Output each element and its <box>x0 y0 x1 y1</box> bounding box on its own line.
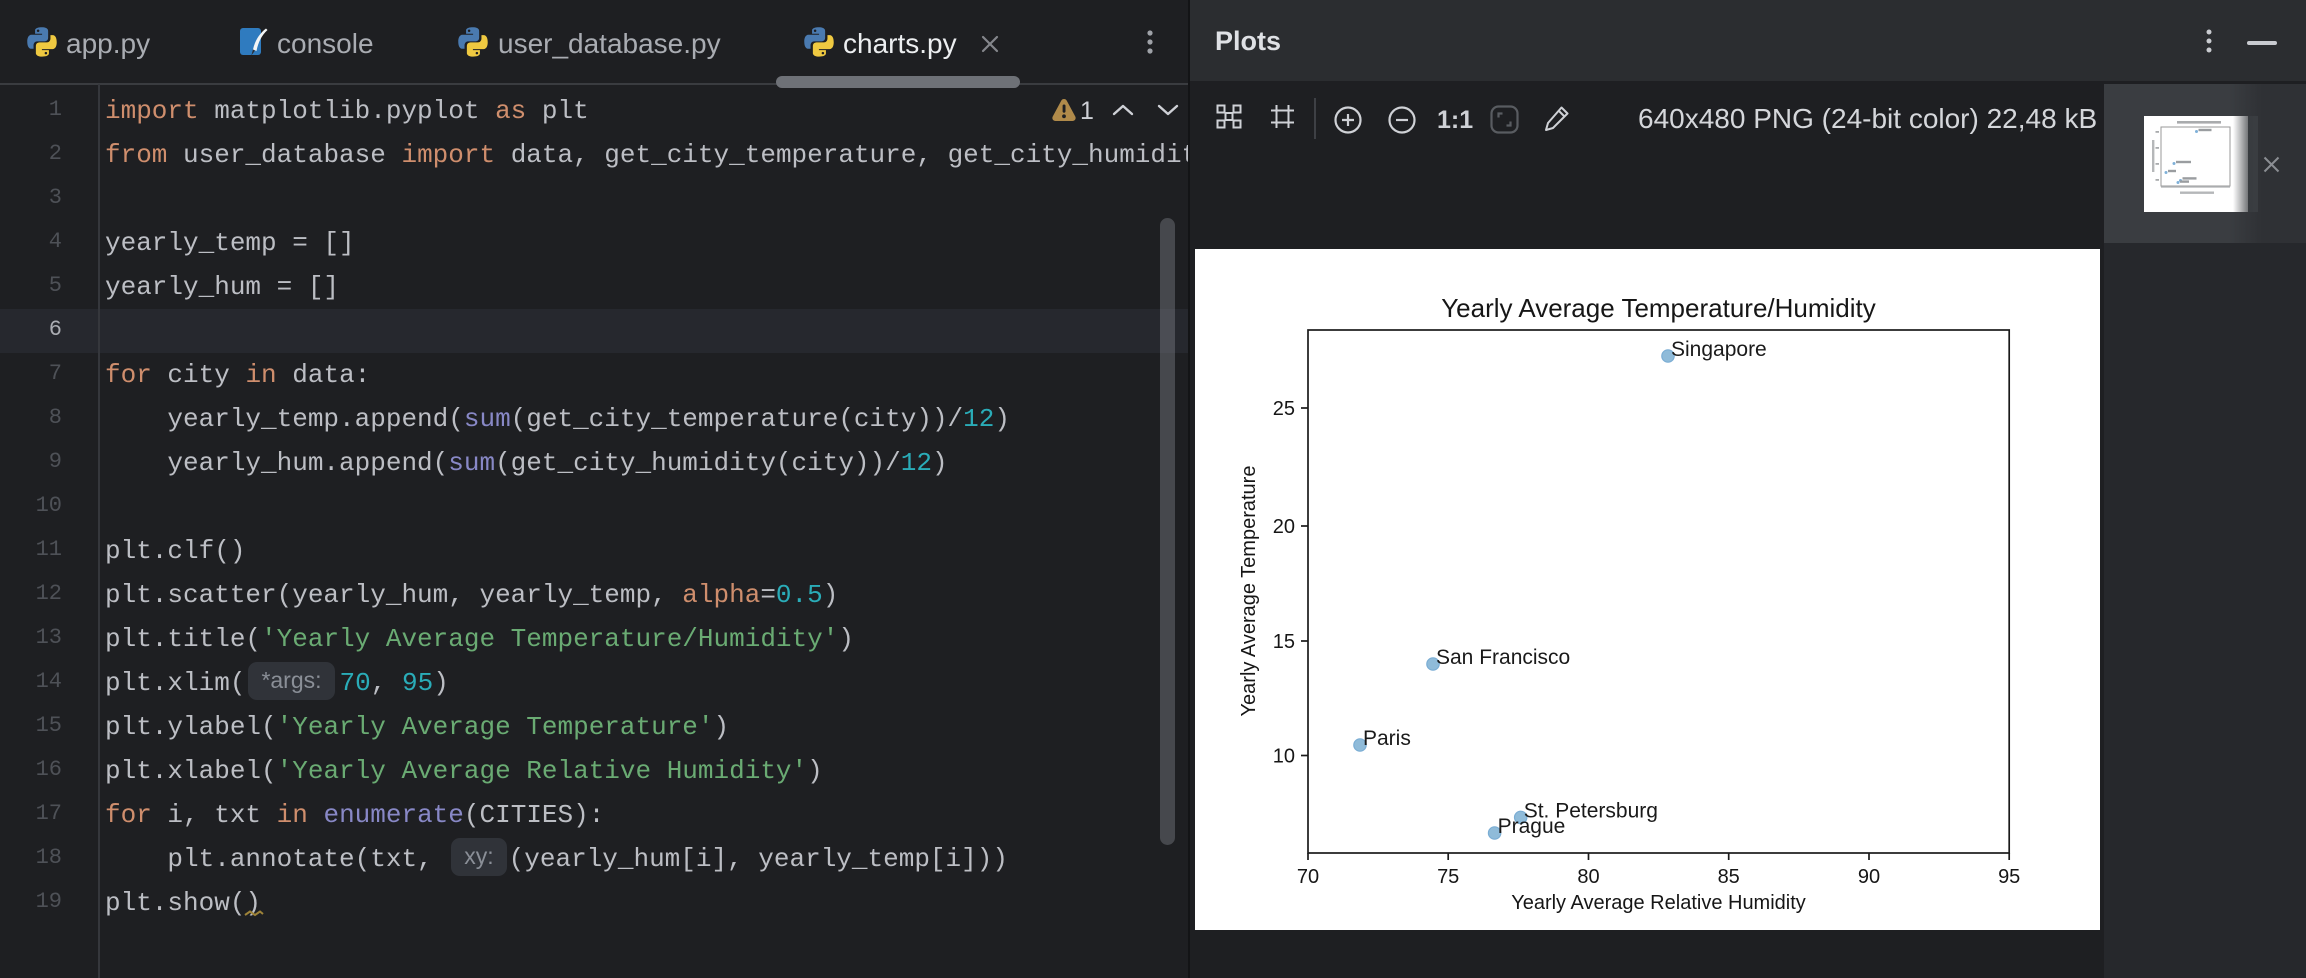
svg-text:25: 25 <box>1273 398 1295 420</box>
svg-text:20: 20 <box>1273 516 1295 538</box>
svg-text:70: 70 <box>1297 866 1319 888</box>
svg-text:10: 10 <box>1273 746 1295 768</box>
svg-text:Prague: Prague <box>1498 815 1566 838</box>
svg-text:Yearly Average Temperature/Hum: Yearly Average Temperature/Humidity <box>1441 293 1876 323</box>
svg-text:80: 80 <box>1577 866 1599 888</box>
svg-text:85: 85 <box>1718 866 1740 888</box>
svg-text:15: 15 <box>1273 631 1295 653</box>
svg-text:Yearly Average Relative Humidi: Yearly Average Relative Humidity <box>1511 892 1806 914</box>
svg-text:St. Petersburg: St. Petersburg <box>1524 799 1658 822</box>
svg-text:Yearly Average Temperature: Yearly Average Temperature <box>1238 466 1260 717</box>
svg-text:Singapore: Singapore <box>1671 338 1767 361</box>
svg-text:75: 75 <box>1437 866 1459 888</box>
svg-text:Paris: Paris <box>1363 727 1411 750</box>
svg-text:95: 95 <box>1998 866 2020 888</box>
svg-text:San Francisco: San Francisco <box>1436 646 1570 669</box>
svg-text:90: 90 <box>1858 866 1880 888</box>
